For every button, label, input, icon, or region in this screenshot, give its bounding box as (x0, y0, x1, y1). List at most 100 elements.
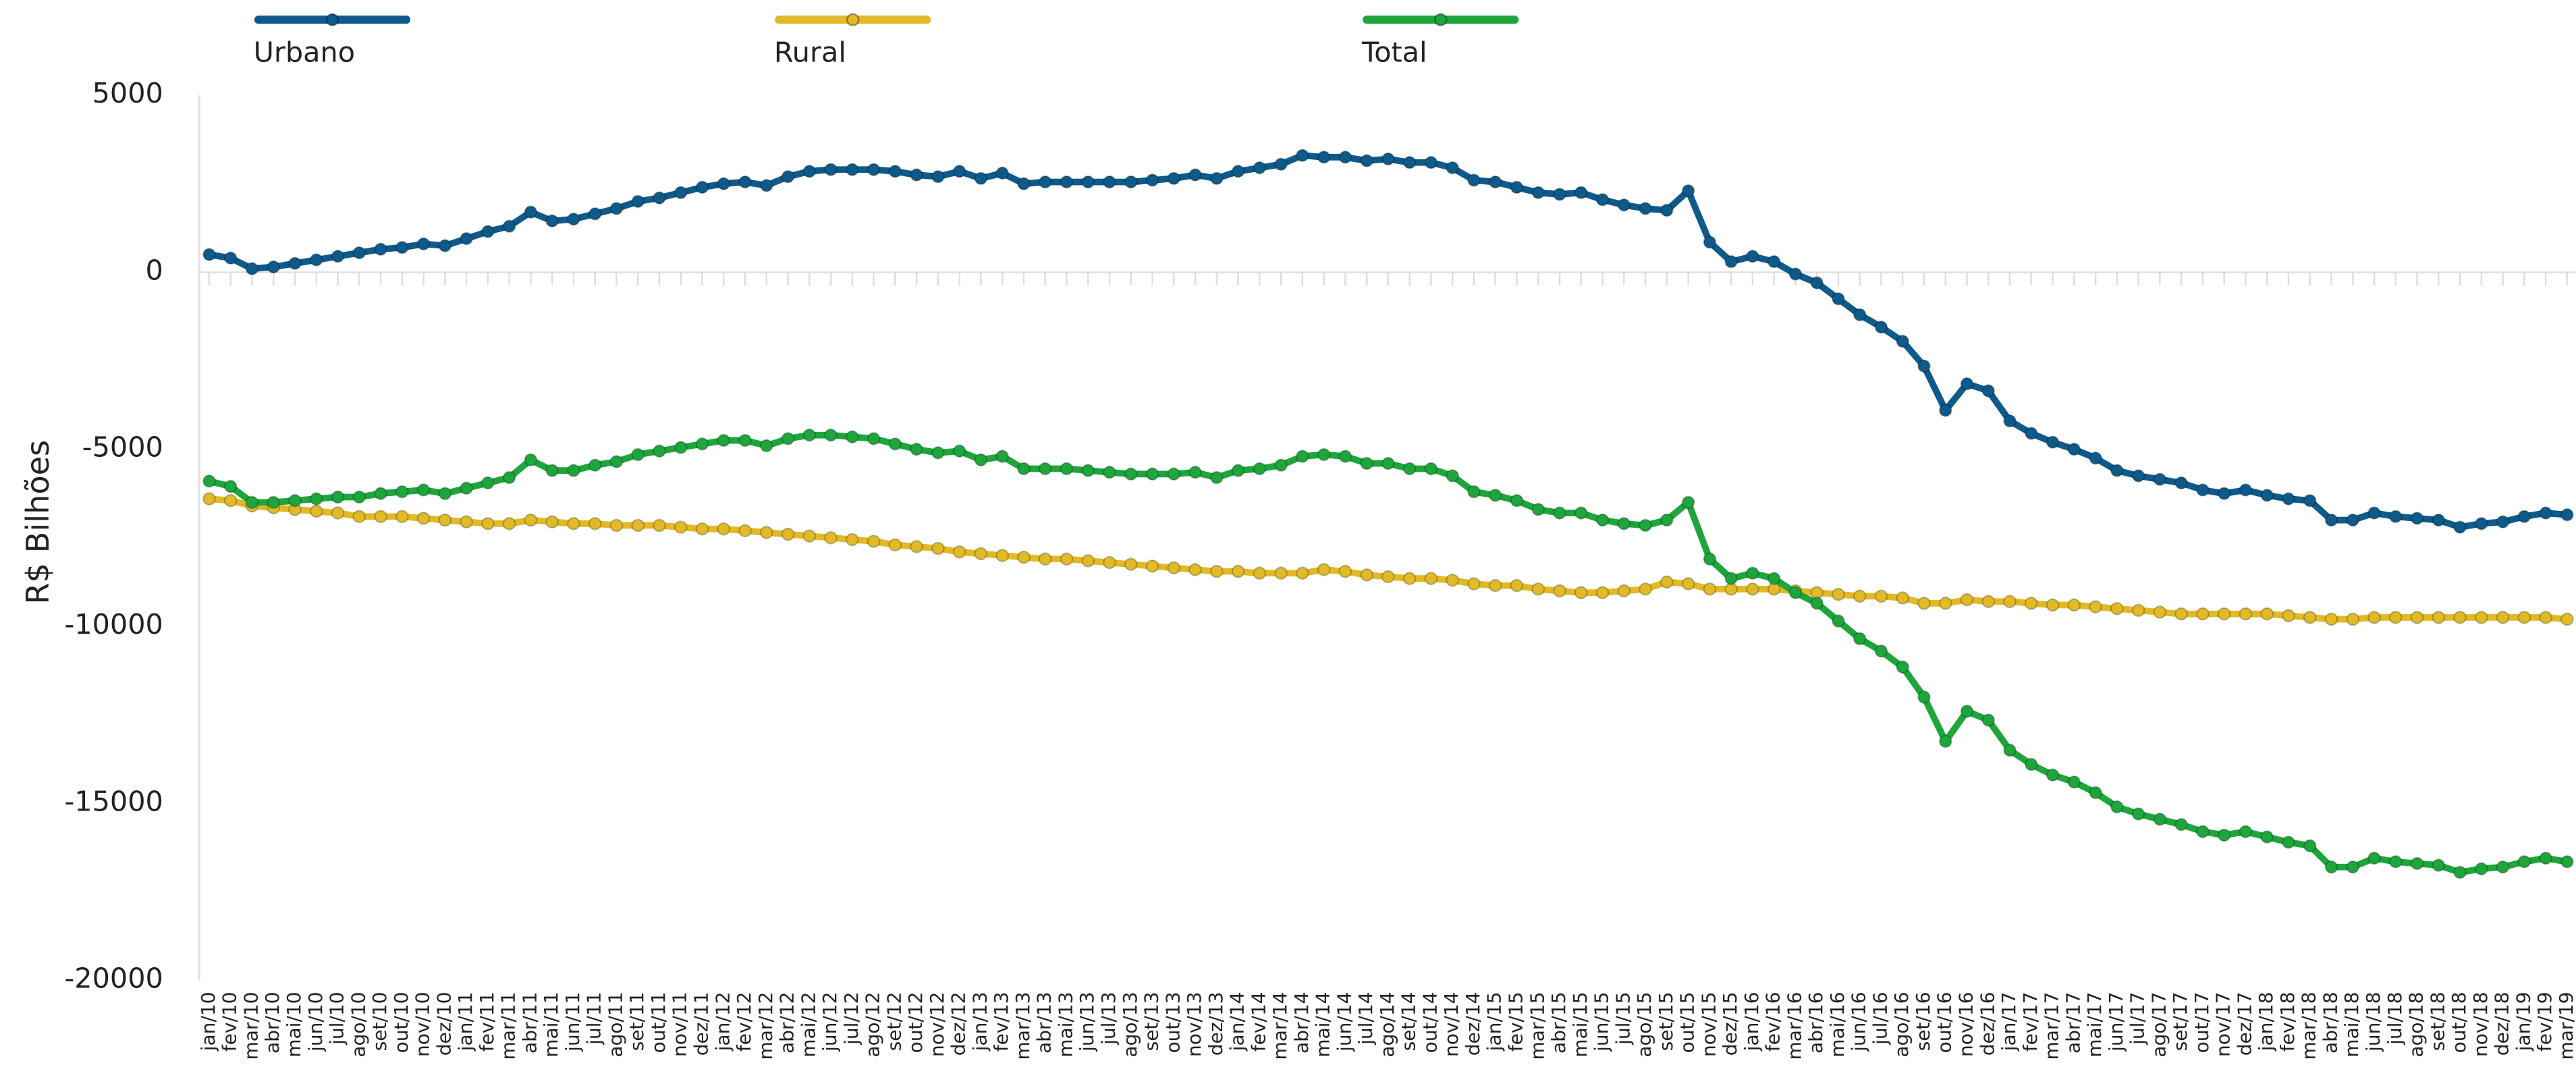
data-point (931, 170, 945, 184)
data-point (2089, 786, 2102, 800)
data-point (2432, 858, 2446, 872)
x-tick-label: mar/15 (1526, 992, 1548, 1060)
data-point (1210, 171, 1224, 186)
data-point (2217, 828, 2231, 842)
x-tick-label: jul/17 (2127, 992, 2149, 1045)
y-tick-label: 0 (146, 254, 163, 286)
data-point (524, 205, 538, 219)
x-tick-label: jan/18 (2255, 992, 2277, 1052)
data-point (1060, 175, 1074, 189)
data-point (2346, 612, 2359, 626)
data-point (2089, 452, 2102, 465)
data-point (524, 453, 538, 467)
data-point (2153, 472, 2167, 487)
data-point (1210, 470, 1224, 485)
data-point (2003, 595, 2017, 608)
data-point (2560, 612, 2574, 626)
x-tick-label: jun/13 (1076, 992, 1098, 1052)
x-tick-label: dez/18 (2491, 992, 2513, 1056)
data-point (931, 446, 945, 460)
data-point (416, 512, 431, 525)
y-tick-label: 5000 (92, 77, 163, 109)
x-tick-label: mai/13 (1054, 992, 1076, 1058)
data-point (1981, 384, 1996, 398)
x-tick-label: fev/13 (990, 992, 1012, 1052)
x-tick-label: jul/13 (1097, 992, 1120, 1045)
data-point (1017, 550, 1031, 564)
data-point (2217, 487, 2231, 500)
data-point (1167, 171, 1181, 186)
x-tick-label: set/13 (1141, 992, 1163, 1052)
data-point (1210, 564, 1224, 578)
data-point (588, 458, 602, 472)
data-point (1231, 464, 1245, 477)
data-point (2496, 515, 2510, 528)
data-point (1017, 177, 1031, 190)
data-point (2174, 476, 2188, 490)
data-point (2453, 865, 2467, 879)
data-point (588, 207, 602, 221)
x-tick-label: jan/14 (1226, 992, 1249, 1052)
data-point (781, 170, 795, 184)
data-point (1103, 466, 1116, 479)
data-point (1681, 184, 1695, 198)
data-point (1467, 173, 1481, 187)
data-point (2153, 813, 2167, 826)
data-point (2367, 611, 2381, 624)
x-tick-label: mar/13 (1012, 992, 1034, 1060)
x-tick-label: dez/12 (948, 992, 970, 1056)
data-point (2239, 825, 2253, 838)
data-point (1381, 456, 1395, 470)
x-tick-label: out/11 (647, 992, 669, 1054)
data-point (2303, 494, 2317, 508)
data-point (2324, 513, 2338, 527)
data-point (223, 480, 238, 493)
data-point (331, 250, 345, 263)
data-point (1531, 503, 1545, 516)
y-tick-label: -15000 (64, 785, 163, 817)
data-point (760, 439, 773, 453)
data-point (674, 520, 688, 534)
data-point (1917, 597, 1931, 610)
x-tick-label: mai/12 (797, 992, 819, 1058)
data-point (1874, 589, 1888, 603)
data-point (2410, 611, 2424, 624)
data-point (2260, 830, 2274, 844)
x-tick-label: jul/12 (840, 992, 862, 1045)
data-point (695, 522, 709, 536)
data-point (1810, 276, 1824, 290)
legend-label: Rural (774, 36, 846, 68)
data-point (2067, 775, 2081, 789)
x-tick-label: mai/16 (1826, 992, 1848, 1058)
data-point (738, 175, 752, 189)
data-point (2539, 851, 2552, 865)
data-point (2432, 513, 2446, 527)
data-point (1124, 557, 1138, 571)
x-tick-label: fev/11 (476, 992, 498, 1052)
legend-label: Total (1361, 36, 1427, 68)
x-tick-label: jan/19 (2512, 992, 2534, 1052)
data-point (802, 428, 817, 442)
data-point (995, 449, 1009, 463)
x-tick-label: abr/11 (518, 992, 541, 1054)
data-point (416, 237, 431, 251)
data-point (310, 253, 323, 267)
data-point (1574, 586, 1588, 599)
data-point (1274, 157, 1288, 171)
x-tick-label: jul/16 (1869, 992, 1891, 1045)
data-point (1896, 660, 1909, 674)
data-point (1188, 466, 1202, 479)
x-tick-label: abr/16 (1805, 992, 1827, 1054)
data-point (717, 177, 731, 190)
data-point (1402, 462, 1417, 476)
data-point (2046, 598, 2060, 612)
x-tick-label: out/15 (1676, 992, 1699, 1054)
data-point (2196, 607, 2210, 621)
x-tick-label: set/14 (1398, 992, 1420, 1052)
x-tick-label: fev/14 (1247, 992, 1269, 1052)
data-point (2260, 489, 2274, 502)
data-point (952, 545, 966, 559)
data-point (2517, 611, 2531, 624)
x-tick-label: out/13 (1161, 992, 1184, 1054)
